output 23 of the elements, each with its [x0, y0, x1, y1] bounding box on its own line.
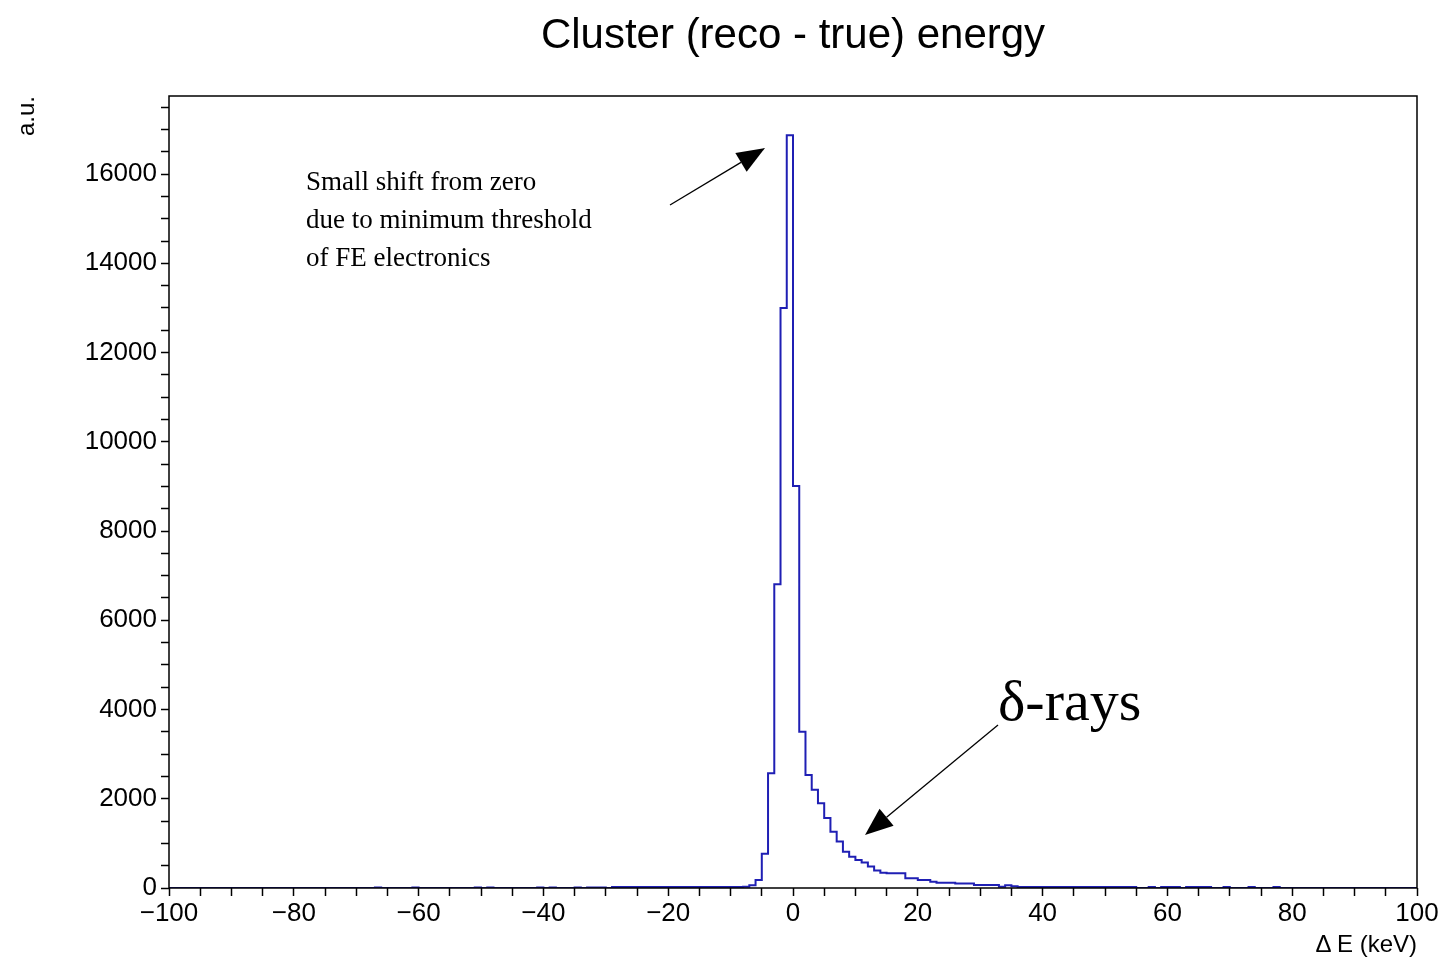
annotation: Small shift from zero due to minimum threshold of FE electronics — [306, 166, 593, 272]
y-axis-title: a.u. — [12, 96, 39, 137]
y-tick-label: 8000 — [99, 514, 157, 545]
y-tick-label: 12000 — [84, 335, 157, 366]
y-tick-label: 16000 — [84, 157, 157, 188]
x-axis-title: Δ E (keV) — [1315, 930, 1417, 957]
chart-title: Cluster (reco - true) energy — [540, 10, 1046, 57]
x-tick-label: −40 — [521, 896, 566, 927]
x-tick-label: 60 — [1152, 896, 1182, 927]
x-tick-label: 20 — [903, 896, 933, 927]
y-tick-label: 10000 — [84, 424, 157, 455]
x-tick-label: −20 — [646, 896, 691, 927]
y-tick-label: 6000 — [99, 603, 157, 634]
x-tick-label: 80 — [1277, 896, 1307, 927]
y-tick-label: 4000 — [99, 692, 157, 723]
x-tick-label: 0 — [785, 896, 801, 927]
x-tick-label: 100 — [1395, 896, 1439, 927]
y-tick-label: 14000 — [84, 246, 157, 277]
annotation: δ-rays — [998, 668, 1142, 733]
x-tick-label: −60 — [396, 896, 441, 927]
y-tick-label: 2000 — [99, 781, 157, 812]
x-tick-label: −80 — [271, 896, 316, 927]
x-tick-label: 40 — [1028, 896, 1058, 927]
